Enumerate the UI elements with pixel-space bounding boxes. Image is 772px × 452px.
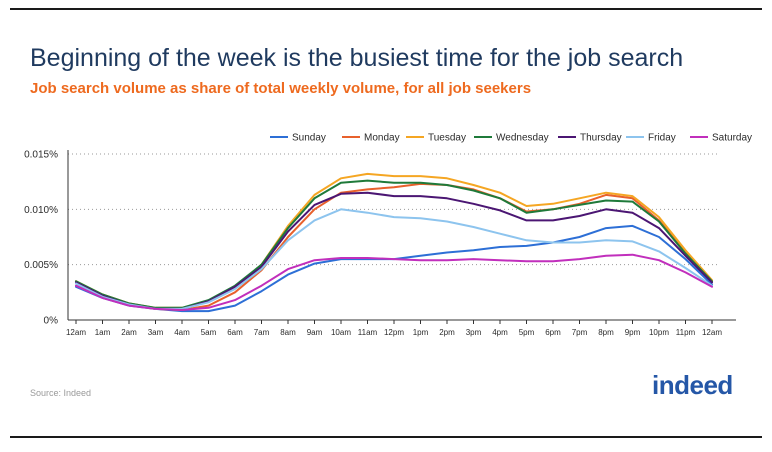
x-tick-label: 11pm: [676, 328, 696, 337]
chart-subtitle: Job search volume as share of total week…: [30, 80, 532, 97]
series-line-saturday: [75, 253, 713, 311]
legend: Sunday Monday Tuesday Wednesday Thursday Frid…: [270, 133, 752, 144]
x-tick-label: 2pm: [439, 328, 455, 337]
x-tick-label: 1pm: [413, 328, 429, 337]
legend-label: Monday: [364, 133, 400, 144]
y-axis: 0% 0.005% 0.010% 0.015%: [24, 150, 69, 327]
x-tick-label: 6pm: [545, 328, 561, 337]
x-tick-label: 5am: [201, 328, 217, 337]
legend-label: Friday: [648, 133, 676, 144]
legend-label: Wednesday: [496, 133, 549, 144]
y-tick-label: 0.010%: [24, 205, 58, 216]
x-tick-label: 8pm: [598, 328, 614, 337]
legend-label: Saturday: [712, 133, 752, 144]
x-tick-label: 4am: [174, 328, 190, 337]
x-tick-label: 7am: [254, 328, 270, 337]
series-line-wednesday: [75, 179, 713, 309]
x-tick-label: 12am: [702, 328, 722, 337]
series-lines: [75, 172, 713, 313]
x-tick-label: 7pm: [572, 328, 588, 337]
series-line-friday: [75, 208, 713, 310]
x-tick-label: 12pm: [384, 328, 404, 337]
top-rule: [10, 8, 762, 10]
indeed-logo: indeed: [652, 370, 733, 400]
bottom-rule: [10, 436, 762, 438]
x-tick-label: 9pm: [625, 328, 641, 337]
x-tick-label: 12am: [66, 328, 86, 337]
x-tick-label: 10pm: [649, 328, 669, 337]
x-tick-label: 3pm: [466, 328, 482, 337]
x-tick-label: 5pm: [519, 328, 535, 337]
x-axis: 12am 1am 2am 3am 4am 5am 6am 7am 8am 9am 10am 11am 1…: [66, 319, 736, 337]
legend-label: Thursday: [580, 133, 622, 144]
x-tick-label: 11am: [358, 328, 378, 337]
series-line-monday: [75, 182, 713, 311]
y-tick-label: 0.005%: [24, 260, 58, 271]
x-tick-label: 2am: [121, 328, 137, 337]
source-note: Source: Indeed: [30, 388, 92, 398]
x-tick-label: 8am: [280, 328, 296, 337]
x-tick-label: 4pm: [492, 328, 508, 337]
gridlines: [68, 153, 720, 266]
legend-label: Tuesday: [428, 133, 466, 144]
series-line-sunday: [75, 224, 713, 313]
x-tick-label: 3am: [148, 328, 164, 337]
x-tick-label: 9am: [307, 328, 323, 337]
x-tick-label: 10am: [331, 328, 351, 337]
x-tick-label: 6am: [227, 328, 243, 337]
series-line-thursday: [75, 191, 713, 310]
x-tick-label: 1am: [95, 328, 111, 337]
chart-title: Beginning of the week is the busiest tim…: [30, 44, 684, 72]
y-tick-label: 0.015%: [24, 150, 58, 161]
y-tick-label: 0%: [44, 316, 59, 327]
legend-label: Sunday: [292, 133, 326, 144]
